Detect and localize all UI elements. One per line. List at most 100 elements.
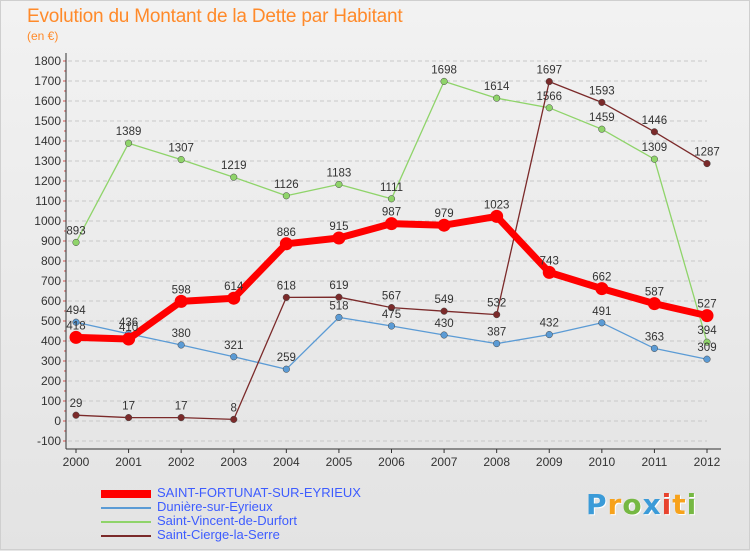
data-point [493, 311, 501, 319]
legend-label: Dunière-sur-Eyrieux [157, 499, 273, 514]
data-label: 321 [224, 340, 243, 352]
data-point [598, 98, 606, 106]
data-point [69, 330, 83, 344]
data-label: 17 [122, 401, 135, 413]
legend-swatch [101, 535, 151, 537]
data-point [440, 331, 448, 339]
data-point [335, 180, 343, 188]
data-point [227, 291, 241, 305]
data-label: 549 [434, 294, 453, 306]
data-label: 1697 [536, 65, 562, 77]
data-point [493, 340, 501, 348]
data-point [703, 355, 711, 363]
data-label: 1698 [431, 64, 457, 76]
y-tick-label: 800 [41, 254, 61, 268]
y-tick-label: 1700 [34, 74, 61, 88]
data-label: 598 [172, 284, 191, 296]
y-tick-label: 1000 [34, 214, 61, 228]
data-point [598, 319, 606, 327]
x-tick-label: 2001 [115, 455, 142, 469]
data-label: 532 [487, 298, 506, 310]
data-label: 432 [540, 318, 559, 330]
data-label: 527 [697, 299, 716, 311]
data-label: 1614 [484, 81, 510, 93]
data-point [72, 238, 80, 246]
x-tick-label: 2012 [694, 455, 721, 469]
data-point [125, 414, 133, 422]
data-label: 1023 [484, 199, 510, 211]
data-label: 1307 [168, 143, 194, 155]
data-point [387, 322, 396, 330]
y-tick-label: 1200 [34, 174, 61, 188]
brand-letter: t [672, 488, 687, 521]
legend-swatch [101, 521, 151, 523]
data-point [545, 104, 553, 112]
data-label: 8 [231, 402, 237, 414]
y-tick-label: 500 [41, 314, 61, 328]
data-point [542, 265, 556, 279]
data-point [437, 218, 451, 232]
data-point [230, 415, 238, 423]
data-label: 1593 [589, 85, 615, 97]
data-point [282, 293, 290, 301]
y-tick-label: 1300 [34, 154, 61, 168]
data-point [703, 338, 711, 346]
data-point [282, 192, 290, 200]
y-tick-label: -100 [37, 434, 61, 448]
data-label: 491 [592, 306, 611, 318]
legend-swatch [101, 490, 151, 498]
y-tick-label: 1800 [34, 54, 61, 68]
x-tick-label: 2000 [63, 455, 90, 469]
y-tick-label: 1400 [34, 134, 61, 148]
data-label: 618 [277, 280, 296, 292]
y-tick-label: 900 [41, 234, 61, 248]
data-point [282, 365, 290, 373]
data-label: 1126 [274, 179, 299, 191]
data-point [387, 304, 396, 312]
data-point [335, 313, 343, 321]
data-label: 17 [175, 401, 188, 413]
data-point [279, 237, 293, 251]
data-point [650, 128, 658, 136]
data-point [230, 353, 238, 361]
data-label: 518 [329, 300, 348, 312]
chart-unit: (en €) [27, 29, 59, 43]
data-label-layer: 494 436 380 321 259 518 475 430 387 432 491 363 309 8… [66, 64, 719, 414]
data-label: 363 [645, 331, 664, 343]
grid-layer [68, 60, 707, 442]
data-label: 475 [382, 309, 401, 321]
legend-label: Saint-Vincent-de-Durfort [157, 513, 297, 528]
y-tick-label: 1100 [35, 194, 61, 208]
data-label: 259 [277, 352, 296, 364]
y-tick-label: 300 [41, 354, 61, 368]
data-point [177, 341, 185, 349]
data-label: 494 [66, 305, 86, 317]
data-label: 567 [382, 291, 401, 303]
legend-label: Saint-Cierge-la-Serre [157, 527, 280, 542]
data-label: 1446 [642, 115, 668, 127]
data-label: 410 [119, 322, 138, 334]
x-tick-label: 2011 [642, 455, 668, 469]
brand-letter: o [622, 488, 643, 521]
data-label: 1287 [694, 147, 720, 159]
y-tick-label: 600 [41, 294, 61, 308]
data-point [177, 156, 185, 164]
data-point [335, 293, 343, 301]
data-point [387, 195, 396, 203]
data-label: 886 [277, 227, 296, 239]
data-label: 893 [66, 225, 85, 237]
data-point [385, 217, 398, 231]
series-line [75, 80, 708, 421]
data-label: 614 [224, 281, 244, 293]
data-label: 587 [645, 287, 664, 299]
data-label: 1389 [116, 126, 142, 138]
y-tick-label: 0 [54, 414, 61, 428]
data-label: 380 [172, 328, 191, 340]
y-tick-label: 1600 [34, 94, 61, 108]
data-label: 743 [540, 255, 559, 267]
data-label: 436 [119, 317, 138, 329]
data-label: 1309 [642, 142, 668, 154]
data-label: 418 [66, 320, 85, 332]
brand-letter: x [642, 488, 662, 521]
